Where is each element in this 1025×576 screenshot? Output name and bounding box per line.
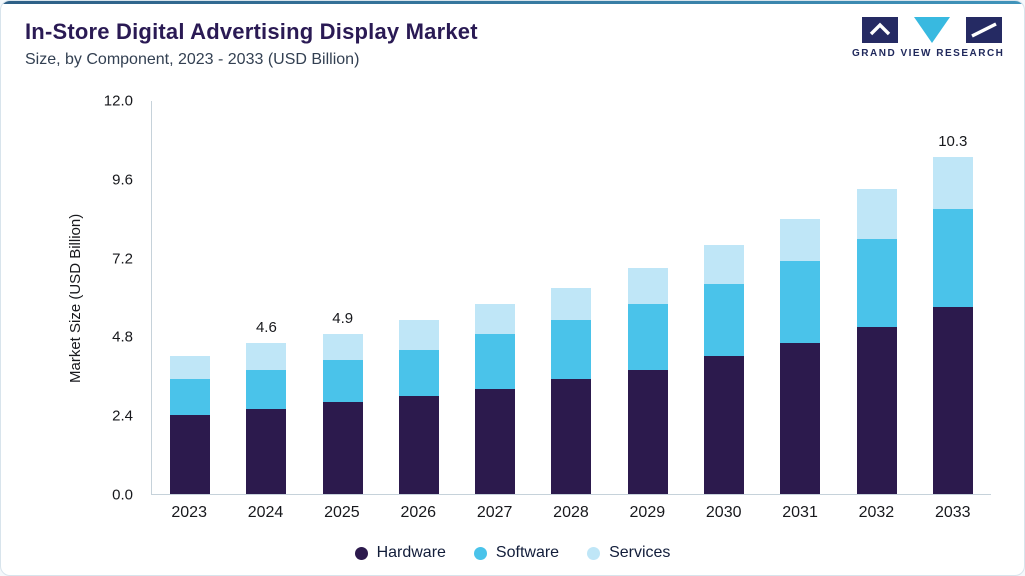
bar-column-2023: [152, 101, 228, 494]
y-tick-label: 4.8: [112, 328, 133, 346]
bar-column-2025: 4.9: [305, 101, 381, 495]
bar-segment-services: [703, 245, 744, 285]
bar-value-label: 4.9: [332, 309, 354, 327]
bar-segment-hardware: [551, 379, 592, 495]
y-tick-label: 2.4: [112, 407, 133, 425]
stacked-bar: [398, 320, 439, 494]
bar-column-2033: 10.3: [915, 101, 991, 494]
x-tick-label: 2027: [476, 504, 513, 521]
bar-segment-software: [932, 209, 973, 308]
bar-segment-services: [780, 218, 821, 262]
x-tick-label: 2029: [629, 504, 666, 521]
bar-segment-services: [322, 333, 363, 360]
bar-segment-hardware: [170, 415, 211, 494]
bar-value-label: 4.6: [255, 319, 277, 337]
bar-segment-software: [627, 304, 668, 370]
stacked-bar: [703, 245, 744, 494]
bar-segment-services: [170, 356, 211, 380]
legend-marker-icon: [354, 546, 368, 560]
bar-segment-hardware: [932, 307, 973, 494]
stacked-bar: [551, 287, 592, 495]
bar-segment-hardware: [703, 356, 744, 494]
y-axis-ticks: 12.0 9.6 7.2 4.8 2.4 0.0: [87, 93, 141, 504]
legend-item-hardware: Hardware: [354, 544, 446, 562]
stacked-bar: [627, 268, 668, 495]
x-tick-label: 2028: [553, 504, 589, 521]
x-tick-label: 2023: [171, 504, 207, 521]
bar-value-label: 10.3: [938, 132, 968, 150]
bar-segment-hardware: [780, 343, 821, 494]
bar-segment-services: [627, 268, 668, 305]
chart-header: In-Store Digital Advertising Display Mar…: [25, 19, 478, 69]
bar-segment-services: [398, 320, 439, 350]
bar-segment-services: [856, 189, 897, 239]
plot-area: 4.6 4.9 10.3: [151, 101, 991, 495]
top-accent-bar: [1, 1, 1024, 4]
x-tick-label: 2026: [400, 504, 437, 521]
bar-segment-hardware: [322, 402, 363, 495]
bar-segment-services: [551, 287, 592, 321]
x-tick-label: 2031: [782, 504, 818, 521]
bar-segment-software: [703, 284, 744, 357]
bar-column-2026: [381, 101, 457, 494]
legend-marker-icon: [473, 546, 487, 560]
bar-segment-services: [475, 304, 516, 334]
bar-segment-software: [246, 369, 287, 409]
bar-column-2032: [838, 101, 914, 494]
x-tick-label: 2033: [934, 504, 971, 521]
bar-column-2028: [533, 101, 609, 495]
bar-segment-software: [551, 320, 592, 380]
stacked-bar: [170, 356, 211, 494]
y-tick-label: 9.6: [112, 171, 133, 189]
bar-segment-software: [398, 349, 439, 396]
bar-segment-services: [932, 156, 973, 210]
bar-segment-services: [246, 343, 287, 370]
bar-segment-hardware: [475, 389, 516, 494]
bar-column-2024: 4.6: [228, 101, 304, 494]
chart-subtitle: Size, by Component, 2023 - 2033 (USD Bil…: [25, 51, 360, 68]
stacked-bar: [246, 343, 287, 494]
y-axis-title: Market Size (USD Billion): [67, 213, 84, 383]
y-tick-label: 12.0: [103, 92, 133, 110]
stacked-bar: [856, 189, 897, 494]
bar-segment-software: [475, 333, 516, 390]
legend-item-services: Services: [587, 544, 670, 562]
bar-column-2029: [610, 101, 686, 495]
stacked-bar: [322, 333, 363, 495]
x-tick-label: 2030: [705, 504, 742, 521]
y-tick-label: 7.2: [112, 250, 133, 268]
bar-segment-software: [170, 379, 211, 416]
bar-segment-hardware: [246, 408, 287, 494]
brand-name: GRAND VIEW RESEARCH: [852, 48, 1005, 59]
bar-segment-software: [322, 359, 363, 403]
legend-label: Software: [495, 544, 560, 561]
bar-column-2027: [457, 101, 533, 494]
legend-marker-icon: [587, 546, 601, 560]
bar-column-2030: [686, 101, 762, 494]
stacked-bar: [780, 218, 821, 494]
legend-item-software: Software: [473, 544, 560, 562]
legend-label: Hardware: [376, 544, 446, 561]
stacked-bar: [475, 304, 516, 494]
bar-column-2031: [762, 101, 838, 494]
bar-segment-hardware: [856, 326, 897, 494]
brand-logo-icon: [862, 17, 1002, 43]
chart-title: In-Store Digital Advertising Display Mar…: [25, 19, 478, 44]
bar-segment-software: [856, 238, 897, 327]
bar-segment-software: [780, 261, 821, 344]
x-axis-labels: 2023 2024 2025 2026 2027 2028 2029 2030 2031 2032…: [151, 504, 991, 522]
x-tick-label: 2025: [324, 504, 360, 521]
brand-logo: GRAND VIEW RESEARCH: [852, 17, 1005, 59]
y-tick-label: 0.0: [112, 486, 133, 504]
x-tick-label: 2024: [247, 504, 284, 521]
bar-segment-hardware: [627, 369, 668, 495]
legend-label: Services: [609, 544, 671, 561]
legend: Hardware Software Services: [1, 544, 1024, 562]
x-tick-label: 2032: [858, 504, 895, 521]
bar-segment-hardware: [398, 395, 439, 494]
stacked-bar: [932, 156, 973, 494]
